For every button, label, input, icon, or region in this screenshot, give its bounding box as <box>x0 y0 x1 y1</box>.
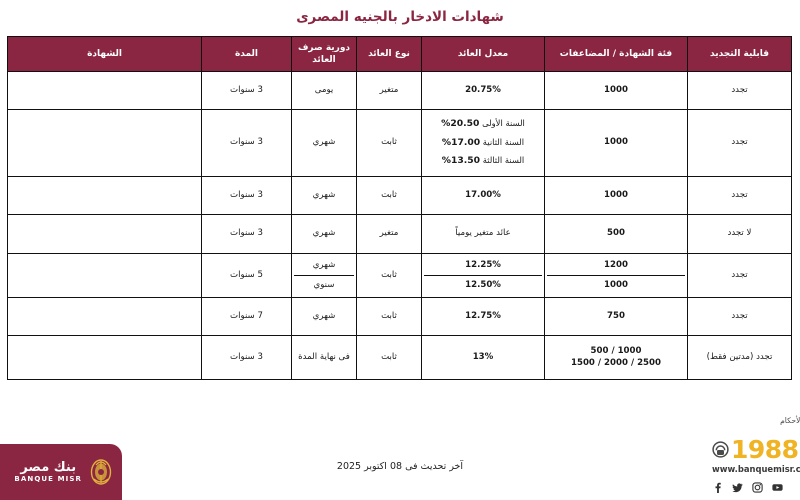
cell-term: 3 سنوات <box>201 335 292 380</box>
cell-term: 5 سنوات <box>201 253 292 298</box>
cell-term: 3 سنوات <box>201 176 292 215</box>
bank-logo-text: بنك مصر BANQUE MISR <box>14 459 82 484</box>
bank-logo-panel: بنك مصر BANQUE MISR <box>0 444 122 500</box>
twitter-icon[interactable] <box>732 478 743 493</box>
cell-payout-frequency: شهري <box>291 214 357 254</box>
cell-term: 3 سنوات <box>201 109 292 177</box>
cell-denomination: 1000 / 500 2500 / 2000 / 1500 <box>544 335 688 380</box>
column-header-rate-type: نوع العائد <box>356 36 422 72</box>
cell-denomination: 1000 <box>544 71 688 110</box>
cell-renewal: تجدد <box>687 109 792 177</box>
terms-and-conditions-note: تطبق الشروط والأحكام <box>780 416 800 425</box>
column-header-denomination: فئة الشهادة / المضاعفات <box>544 36 688 72</box>
cell-rate-type: ثابت <box>356 176 422 215</box>
hotline-number[interactable]: 1988 <box>731 435 799 464</box>
table-row: تجدد 1200 1000 12.25% 12.50% ثابت شهري س… <box>7 253 792 298</box>
cell-rate-type: ثابت <box>356 335 422 380</box>
column-header-rate: معدل العائد <box>421 36 545 72</box>
cell-rate-type: ثابت <box>356 109 422 177</box>
rate-tier-value: 13.50% <box>441 155 481 167</box>
table-row: تجدد 750 12.75% ثابت شهري 7 سنوات شهادات… <box>7 297 792 336</box>
cell-rate-type: ثابت <box>356 253 422 298</box>
cell-rate-top: 12.25% <box>424 256 542 276</box>
banque-misr-emblem-icon <box>88 457 114 487</box>
cell-term: 3 سنوات <box>201 214 292 254</box>
rate-tier-value: 20.50% <box>441 117 480 129</box>
social-links-row <box>712 478 800 493</box>
cell-renewal: تجدد <box>687 297 792 336</box>
cell-rate: 20.75% <box>421 71 545 110</box>
column-header-payout-frequency: دورية صرف العائد <box>291 36 357 72</box>
cell-term: 3 سنوات <box>201 71 292 110</box>
cell-certificate-name: شهادة أمان المصريين <box>7 335 202 380</box>
cell-rate-type: متغير <box>356 214 422 254</box>
cell-denomination: 1000 <box>544 109 688 177</box>
rate-tier-row: السنة الثانية 17.00% <box>424 134 542 153</box>
cell-denomination-top: 1200 <box>547 256 685 276</box>
cell-payout-frequency: يومى <box>291 71 357 110</box>
rate-tier-value: 17.00% <box>441 136 481 148</box>
footer-contact-block: تطبق الشروط والأحكام 1988 www.banquemisr… <box>712 416 800 493</box>
cell-renewal: تجدد <box>687 71 792 110</box>
table-row: تجدد 1000 السنة الأولى 20.50% السنة الثا… <box>7 109 792 177</box>
cell-payout-frequency: شهري <box>291 176 357 215</box>
certificates-table-container: قابلية التجديد فئة الشهادة / المضاعفات م… <box>7 36 792 380</box>
cell-certificate-name: شهادات 7 سنوات <box>7 297 202 336</box>
cell-term: 7 سنوات <box>201 297 292 336</box>
cell-denomination: 750 <box>544 297 688 336</box>
cell-payout-frequency-split: شهري سنوي <box>291 253 357 298</box>
cell-rate: عائد متغير يومياً <box>421 214 545 254</box>
cell-rate: 12.75% <box>421 297 545 336</box>
facebook-icon[interactable] <box>712 478 723 493</box>
rate-tier-row: السنة الأولى 20.50% <box>424 115 542 134</box>
cell-rate: 13% <box>421 335 545 380</box>
cell-denomination-bottom: 1000 <box>604 279 628 290</box>
cell-rate-bottom: 12.50% <box>465 279 501 290</box>
cell-certificate-name: شهادة يومياتي ذات العائد اليومي المتغير <box>7 71 202 110</box>
cell-rate: 17.00% <box>421 176 545 215</box>
page-title: شهادات الادخار بالجنيه المصرى <box>296 9 504 25</box>
cell-denomination: 500 <box>544 214 688 254</box>
table-row: تجدد 1000 20.75% متغير يومى 3 سنوات شهاد… <box>7 71 792 110</box>
column-header-renewal: قابلية التجديد <box>687 36 792 72</box>
bank-name-arabic: بنك مصر <box>20 459 77 475</box>
last-update-text: آخر تحديث فى 08 اكتوبر 2025 <box>336 461 464 472</box>
cell-renewal: لا تجدد <box>687 214 792 254</box>
cell-payout-frequency: شهري <box>291 297 357 336</box>
cell-payout-frequency: شهري <box>291 109 357 177</box>
bank-name-english: BANQUE MISR <box>14 475 82 484</box>
cell-payout-frequency-top: شهري <box>294 256 354 276</box>
table-row: تجدد 1000 17.00% ثابت شهري 3 سنوات شهادة… <box>7 176 792 215</box>
instagram-icon[interactable] <box>752 478 763 493</box>
cell-rate-type: متغير <box>356 71 422 110</box>
rate-tier-row: السنة الثالثة 13.50% <box>424 152 542 171</box>
website-url[interactable]: www.banquemisr.com <box>712 464 800 474</box>
cell-renewal: تجدد <box>687 176 792 215</box>
rate-tier-label: السنة الأولى <box>482 117 525 128</box>
cell-rate-type: ثابت <box>356 297 422 336</box>
cell-certificate-name: شهادة ابن مصر الثلاثية المتناقصة <box>7 109 202 177</box>
cell-certificate-name: شهادة القمة <box>7 176 202 215</box>
cell-payout-frequency-bottom: سنوي <box>313 279 335 290</box>
table-row: تجدد (مدتين فقط) 1000 / 500 2500 / 2000 … <box>7 335 792 380</box>
youtube-icon[interactable] <box>772 478 783 491</box>
hotline-row[interactable]: 1988 <box>712 437 800 462</box>
cell-rate-tiers: السنة الأولى 20.50% السنة الثانية 17.00%… <box>421 109 545 177</box>
cell-denomination-split: 1200 1000 <box>544 253 688 298</box>
savings-certificates-table: قابلية التجديد فئة الشهادة / المضاعفات م… <box>7 36 792 380</box>
cell-rate-split: 12.25% 12.50% <box>421 253 545 298</box>
cell-renewal: تجدد <box>687 253 792 298</box>
column-header-term: المدة <box>201 36 292 72</box>
rate-tier-label: السنة الثالثة <box>482 155 525 166</box>
column-header-certificate: الشهادة <box>7 36 202 72</box>
cell-certificate-name: شهادات 5 سنوات <box>7 253 202 298</box>
cell-payout-frequency: فى نهاية المدة <box>291 335 357 380</box>
cell-certificate-name: الشهادة الثلاثية <box>7 214 202 254</box>
headset-icon <box>712 441 729 458</box>
rate-tier-label: السنة الثانية <box>482 136 525 147</box>
table-header-row: قابلية التجديد فئة الشهادة / المضاعفات م… <box>7 36 792 72</box>
table-row: لا تجدد 500 عائد متغير يومياً متغير شهري… <box>7 214 792 254</box>
cell-denomination: 1000 <box>544 176 688 215</box>
cell-renewal: تجدد (مدتين فقط) <box>687 335 792 380</box>
